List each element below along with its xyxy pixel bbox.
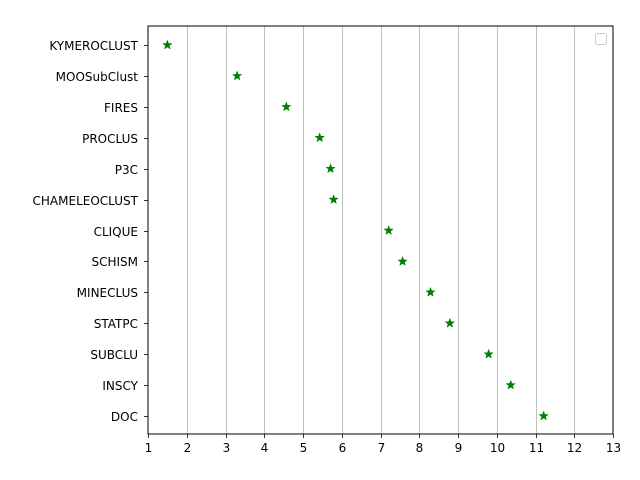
y-tick-label: INSCY bbox=[102, 379, 138, 393]
plot-frame bbox=[147, 25, 614, 435]
data-point bbox=[445, 318, 455, 328]
y-tick-label: MOOSubClust bbox=[56, 70, 139, 84]
x-tick-label: 5 bbox=[300, 441, 308, 455]
y-tick-label: SCHISM bbox=[91, 255, 138, 269]
x-tick-label: 2 bbox=[184, 441, 192, 455]
y-tick-label: CHAMELEOCLUST bbox=[33, 194, 139, 208]
data-points bbox=[162, 40, 549, 421]
legend-box bbox=[595, 33, 607, 45]
x-tick-label: 6 bbox=[339, 441, 347, 455]
y-tick-label: PROCLUS bbox=[82, 132, 138, 146]
x-tick-label: 9 bbox=[455, 441, 463, 455]
y-axis: KYMEROCLUST MOOSubClust FIRES PROCLUS P3C CHA… bbox=[33, 39, 148, 424]
data-point bbox=[483, 349, 494, 359]
y-tick-label: P3C bbox=[115, 163, 138, 177]
data-point bbox=[162, 40, 173, 50]
x-tick-label: 1 bbox=[145, 441, 153, 455]
x-tick-label: 8 bbox=[416, 441, 424, 455]
data-point bbox=[383, 225, 394, 235]
y-tick-label: DOC bbox=[111, 410, 138, 424]
data-point bbox=[506, 380, 516, 390]
x-tick-label: 7 bbox=[378, 441, 386, 455]
y-tick-label: MINECLUS bbox=[77, 286, 138, 300]
y-tick-label: KYMEROCLUST bbox=[49, 39, 138, 53]
data-point bbox=[314, 132, 325, 142]
x-tick-label: 10 bbox=[490, 441, 505, 455]
x-tick-label: 12 bbox=[567, 441, 582, 455]
x-tick-label: 3 bbox=[223, 441, 231, 455]
data-point bbox=[397, 256, 408, 266]
data-point bbox=[425, 287, 436, 297]
x-tick-label: 13 bbox=[606, 441, 621, 455]
y-tick-label: FIRES bbox=[104, 101, 138, 115]
data-point bbox=[325, 163, 336, 173]
data-point bbox=[328, 194, 339, 204]
y-tick-label: CLIQUE bbox=[94, 225, 138, 239]
x-axis: 1 2 3 4 5 6 7 8 9 10 11 12 13 bbox=[145, 434, 621, 455]
y-tick-label: SUBCLU bbox=[90, 348, 138, 362]
data-point bbox=[538, 411, 549, 421]
grid-lines bbox=[187, 26, 575, 434]
y-tick-label: STATPC bbox=[94, 317, 138, 331]
x-tick-label: 11 bbox=[529, 441, 544, 455]
data-point bbox=[232, 71, 242, 80]
x-tick-label: 4 bbox=[261, 441, 269, 455]
data-point bbox=[281, 101, 292, 111]
